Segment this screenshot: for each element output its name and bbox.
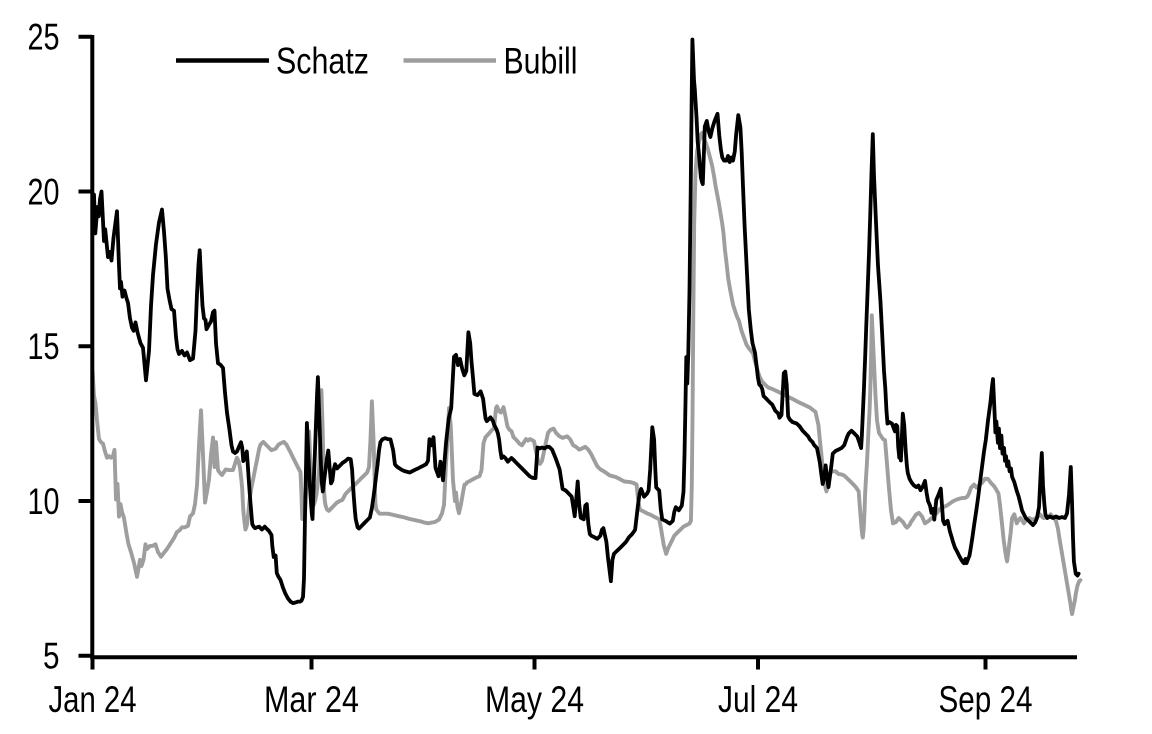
svg-text:20: 20 xyxy=(28,170,60,212)
svg-text:15: 15 xyxy=(28,325,60,367)
svg-text:10: 10 xyxy=(28,480,60,522)
svg-text:Jan 24: Jan 24 xyxy=(49,678,137,720)
svg-text:Sep 24: Sep 24 xyxy=(939,678,1033,720)
svg-text:5: 5 xyxy=(43,635,60,677)
svg-text:Schatz: Schatz xyxy=(276,39,369,81)
svg-text:25: 25 xyxy=(28,16,60,58)
svg-text:Mar 24: Mar 24 xyxy=(264,678,359,720)
svg-text:Bubill: Bubill xyxy=(504,39,578,81)
svg-text:Jul 24: Jul 24 xyxy=(718,678,798,720)
svg-text:May 24: May 24 xyxy=(485,678,584,720)
